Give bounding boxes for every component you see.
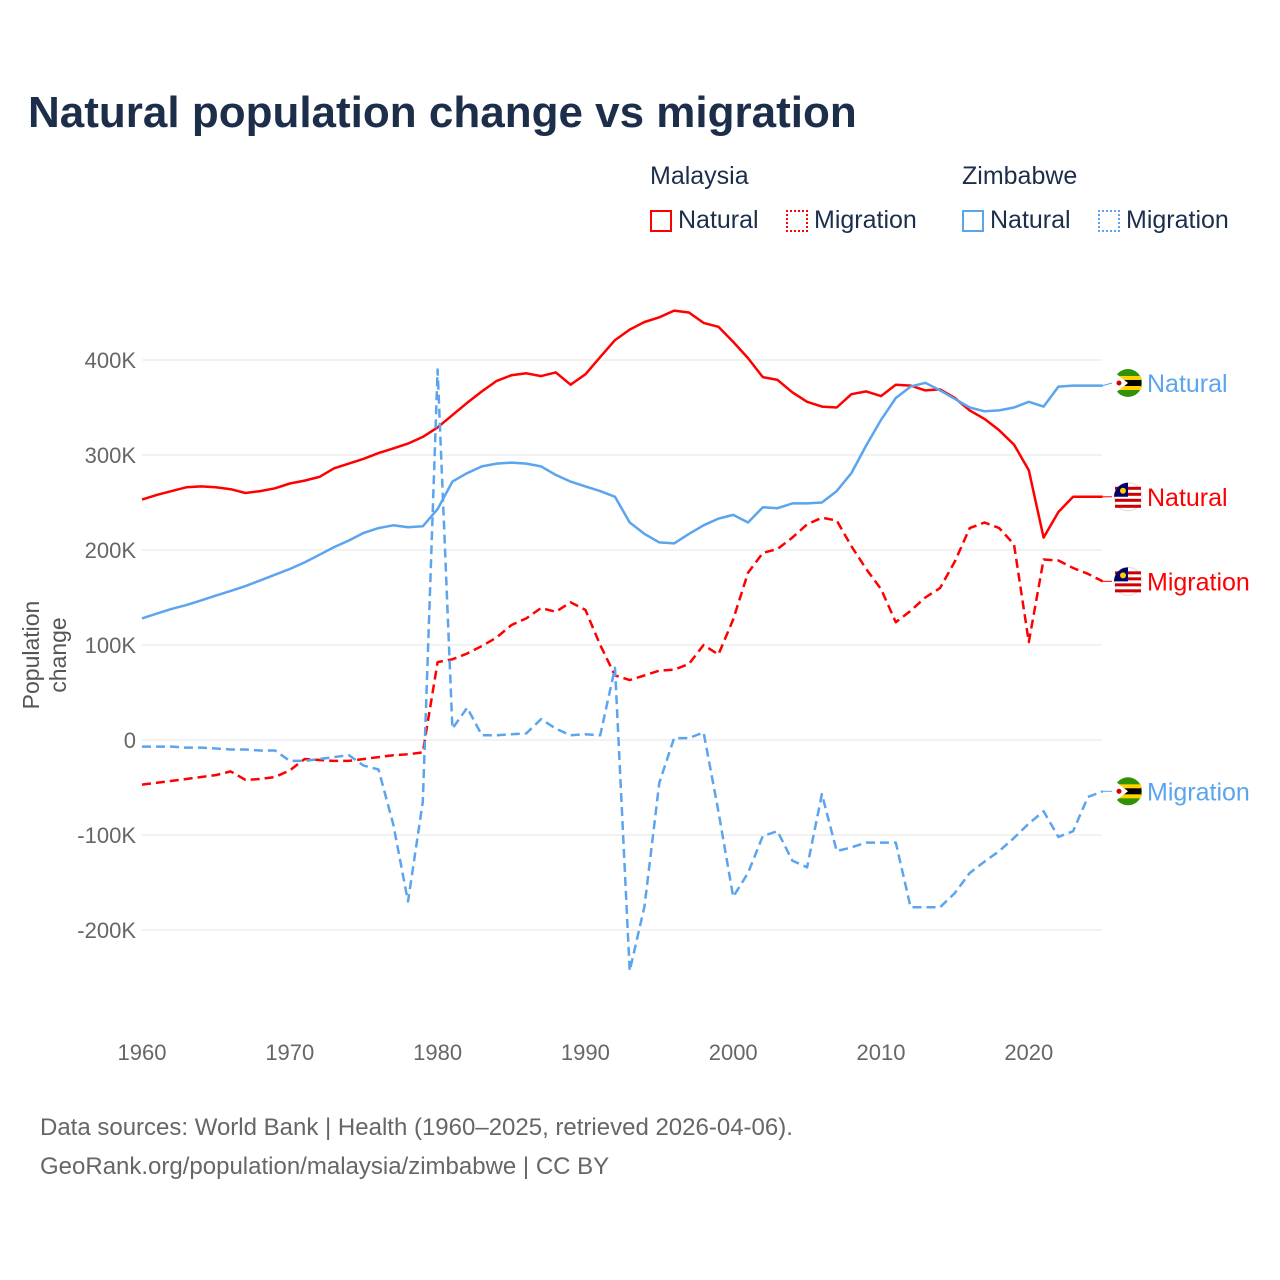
legend-group-title: Zimbabwe (962, 162, 1078, 190)
y-tick-label: -100K (77, 823, 136, 848)
y-tick-label: 100K (85, 633, 137, 658)
y-tick-label: 0 (124, 728, 136, 753)
series-end-label: Natural (1147, 370, 1228, 398)
x-tick-label: 2010 (857, 1040, 906, 1065)
flag-stripe (1115, 583, 1141, 587)
y-tick-label: 300K (85, 443, 137, 468)
x-tick-label: 2020 (1004, 1040, 1053, 1065)
flag-star (1116, 380, 1122, 386)
series-line-zimbabwe-migration (142, 368, 1104, 973)
legend-label: Migration (1126, 206, 1229, 234)
legend-swatch (650, 209, 672, 232)
legend-label: Natural (678, 206, 759, 234)
legend-label: Natural (990, 206, 1071, 234)
legend-group-title: Malaysia (650, 162, 749, 190)
series-end-label: Migration (1147, 778, 1250, 806)
series-end-label: Natural (1147, 484, 1228, 512)
y-tick-label: 400K (85, 348, 137, 373)
legend-item-zimbabwe-migration[interactable]: Migration (1098, 206, 1229, 235)
footer: Data sources: World Bank | Health (1960–… (40, 1108, 793, 1186)
flag-crescent (1120, 572, 1126, 579)
legend-swatch (962, 209, 984, 232)
attribution-link[interactable]: GeoRank.org/population/malaysia/zimbabwe… (40, 1153, 610, 1180)
x-tick-label: 1990 (561, 1040, 610, 1065)
flag-star (1116, 788, 1122, 794)
legend-item-malaysia-natural[interactable]: Natural (650, 206, 759, 235)
flag-crescent (1120, 487, 1126, 494)
flag-stripe (1115, 498, 1141, 502)
x-tick-label: 1980 (413, 1040, 462, 1065)
legend-label: Migration (814, 206, 917, 234)
flag-stripe (1115, 589, 1141, 593)
legend-group-zimbabwe: Zimbabwe (962, 162, 1077, 191)
x-tick-label: 1970 (265, 1040, 314, 1065)
series-end-label: Migration (1147, 568, 1250, 596)
legend-swatch (786, 209, 808, 232)
y-tick-label: 200K (85, 538, 137, 563)
label-connector (1102, 382, 1113, 387)
flag-stripe (1115, 504, 1141, 508)
data-source-text: Data sources: World Bank | Health (1960–… (40, 1114, 793, 1141)
x-tick-label: 2000 (709, 1040, 758, 1065)
legend-swatch (1098, 209, 1120, 232)
series-line-malaysia-migration (141, 516, 1104, 786)
legend-item-zimbabwe-natural[interactable]: Natural (962, 206, 1071, 235)
series-line-zimbabwe-natural (141, 381, 1103, 620)
series-line-malaysia-natural (141, 309, 1103, 539)
y-tick-label: -200K (77, 918, 136, 943)
legend-group-malaysia: Malaysia (650, 162, 749, 191)
chart-title: Natural population change vs migration (28, 88, 857, 137)
legend-item-malaysia-migration[interactable]: Migration (786, 206, 917, 235)
x-tick-label: 1960 (118, 1040, 167, 1065)
